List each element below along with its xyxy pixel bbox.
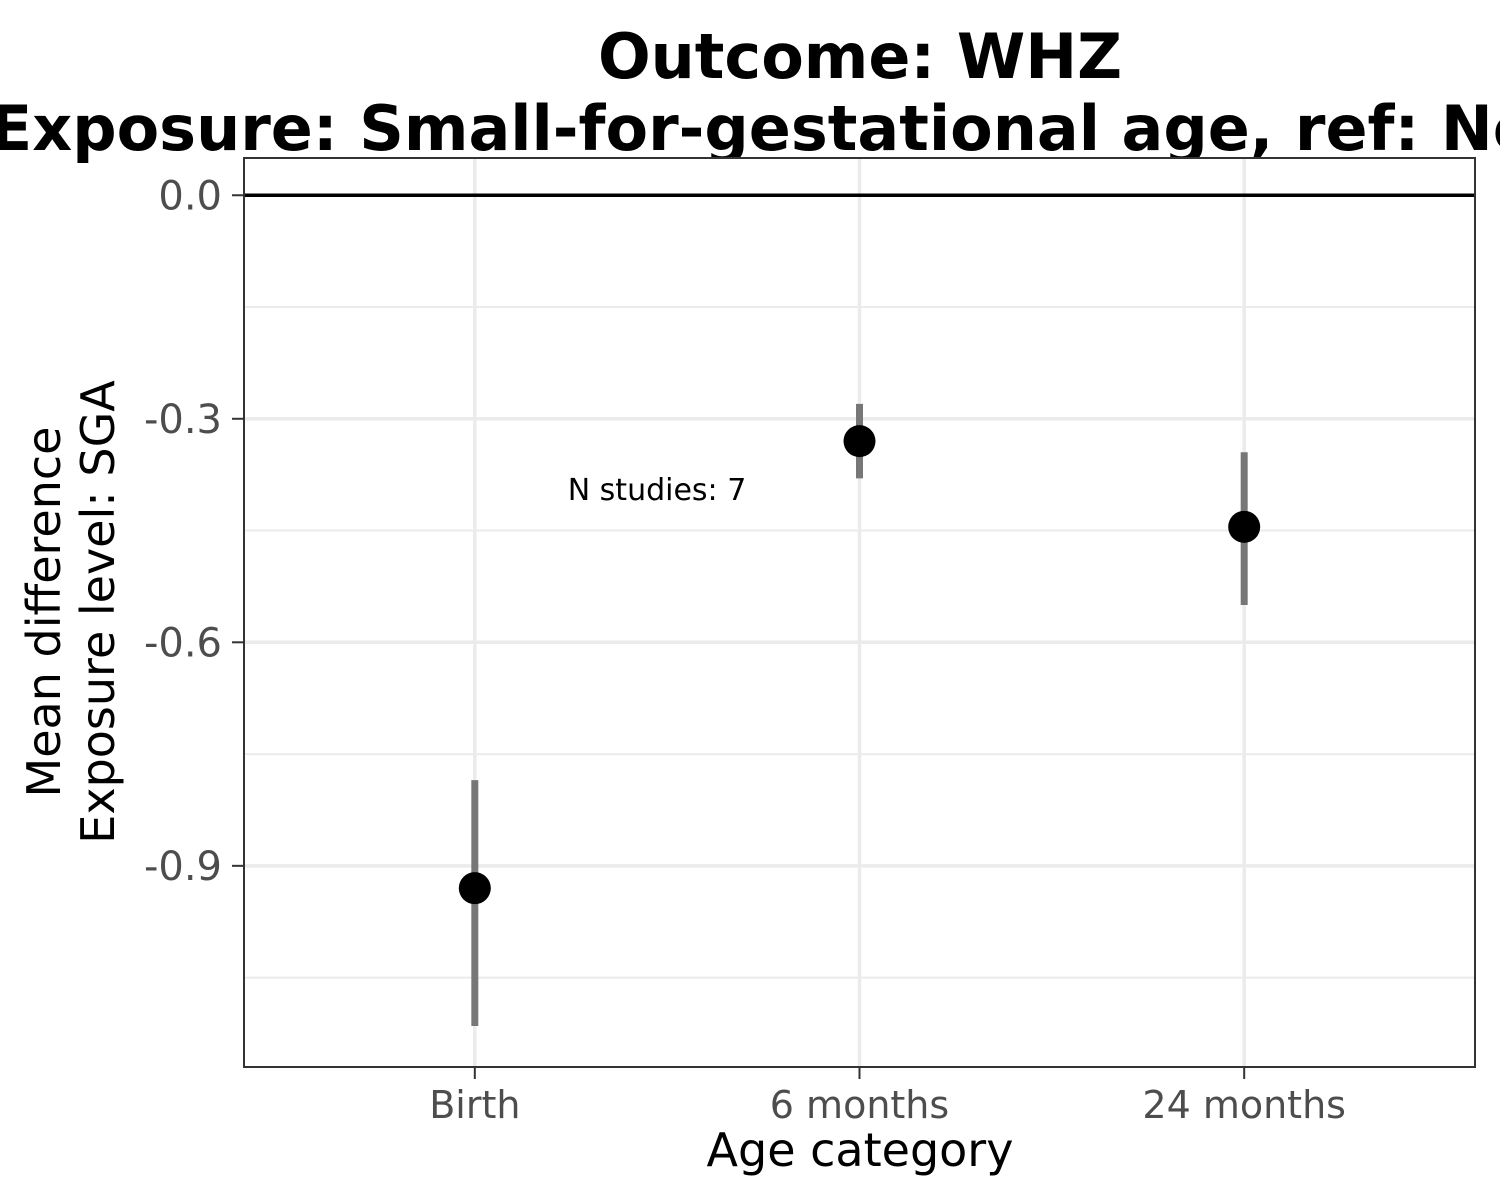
point-estimate — [458, 872, 491, 905]
y-tick-label: -0.3 — [144, 397, 222, 443]
chart-title: Outcome: WHZ — [598, 20, 1122, 93]
y-axis-title-line2: Exposure level: SGA — [71, 380, 125, 844]
chart-subtitle: Exposure: Small-for-gestational age, ref… — [0, 92, 1500, 165]
x-tick-label: Birth — [429, 1083, 520, 1127]
n-studies-annotation: N studies: 7 — [568, 473, 747, 508]
x-axis: Birth 6 months 24 months — [429, 1067, 1346, 1127]
data-marks — [458, 403, 1261, 1027]
y-axis-title-line1: Mean difference — [17, 427, 71, 798]
point-estimate — [1228, 510, 1261, 543]
x-tick-label: 6 months — [770, 1083, 949, 1127]
grid-lines — [244, 158, 1475, 1067]
y-tick-label: -0.9 — [144, 844, 222, 890]
point-estimate — [843, 425, 876, 458]
x-tick-label: 24 months — [1142, 1083, 1346, 1127]
y-tick-label: -0.6 — [144, 620, 222, 666]
y-tick-label: 0.0 — [158, 173, 222, 219]
y-axis: 0.0 -0.3 -0.6 -0.9 — [144, 173, 244, 890]
x-axis-title: Age category — [707, 1123, 1014, 1177]
